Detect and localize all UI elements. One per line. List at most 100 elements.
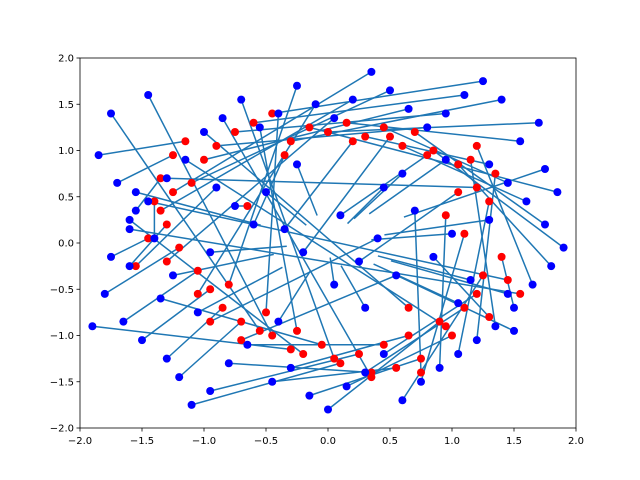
blue-point bbox=[162, 354, 171, 363]
red-point bbox=[255, 326, 264, 335]
connecting-line bbox=[116, 154, 174, 184]
blue-point bbox=[255, 123, 264, 132]
red-point bbox=[342, 118, 351, 127]
blue-point bbox=[497, 95, 506, 104]
red-point bbox=[144, 234, 153, 243]
x-tick-label: −1.5 bbox=[130, 436, 154, 447]
red-point bbox=[150, 197, 159, 206]
red-point bbox=[262, 308, 270, 317]
y-tick-label: 0.5 bbox=[58, 192, 74, 203]
red-point bbox=[131, 262, 140, 271]
connecting-line bbox=[234, 112, 446, 133]
y-tick-label: 1.0 bbox=[58, 146, 74, 157]
red-point bbox=[218, 303, 227, 312]
connecting-line bbox=[377, 255, 471, 281]
red-point bbox=[156, 174, 165, 183]
blue-point bbox=[348, 95, 357, 104]
red-point bbox=[485, 197, 494, 206]
blue-point bbox=[441, 155, 450, 164]
connecting-line bbox=[210, 245, 287, 253]
red-point bbox=[162, 220, 171, 229]
blue-point bbox=[547, 262, 556, 271]
connecting-line bbox=[110, 237, 149, 258]
connecting-line bbox=[340, 265, 366, 309]
red-point bbox=[280, 151, 289, 160]
connecting-line bbox=[166, 177, 477, 189]
blue-point bbox=[200, 128, 208, 136]
red-point bbox=[206, 285, 215, 294]
red-point bbox=[441, 211, 450, 220]
red-point bbox=[367, 373, 376, 382]
connecting-line bbox=[265, 191, 307, 226]
red-point bbox=[472, 289, 481, 298]
blue-point bbox=[181, 155, 190, 164]
blue-point bbox=[243, 340, 252, 349]
connecting-line bbox=[438, 215, 447, 368]
red-point bbox=[243, 202, 252, 210]
connecting-line bbox=[253, 94, 465, 124]
connecting-line bbox=[353, 173, 403, 220]
red-point bbox=[379, 340, 388, 349]
red-point bbox=[200, 155, 208, 164]
red-point bbox=[175, 243, 184, 252]
blue-point bbox=[373, 234, 382, 243]
connecting-line bbox=[98, 140, 186, 156]
red-point bbox=[516, 289, 525, 298]
connecting-line bbox=[392, 273, 515, 332]
red-point bbox=[466, 155, 475, 164]
x-tick-label: 1.5 bbox=[506, 436, 522, 447]
blue-point bbox=[249, 220, 258, 229]
blue-point bbox=[125, 215, 134, 224]
connecting-line bbox=[290, 334, 409, 369]
connecting-line bbox=[110, 113, 261, 332]
blue-point bbox=[410, 206, 419, 215]
red-point bbox=[472, 141, 481, 150]
blue-point bbox=[342, 382, 351, 391]
connecting-line bbox=[327, 122, 539, 133]
blue-point bbox=[510, 326, 518, 335]
blue-point bbox=[522, 197, 531, 206]
connecting-line bbox=[129, 224, 168, 267]
red-point bbox=[448, 331, 456, 340]
blue-point bbox=[528, 280, 537, 289]
blue-point bbox=[169, 271, 177, 280]
red-point bbox=[169, 151, 177, 160]
y-tick-label: −0.5 bbox=[50, 285, 74, 296]
blue-point bbox=[268, 377, 277, 386]
y-tick-label: −2.0 bbox=[50, 424, 74, 435]
connecting-line bbox=[296, 164, 318, 216]
red-point bbox=[181, 137, 190, 146]
connecting-line bbox=[402, 145, 527, 203]
y-tick-label: 1.5 bbox=[58, 100, 74, 111]
red-point bbox=[361, 132, 370, 141]
x-axis: −2.0 −1.5 −1.0 −0.5 0.0 0.5 1.0 1.5 2.0 bbox=[68, 428, 584, 447]
connecting-line bbox=[265, 113, 280, 313]
connecting-line bbox=[368, 159, 447, 215]
connecting-line bbox=[403, 168, 546, 218]
blue-point bbox=[293, 81, 301, 90]
connecting-line bbox=[371, 233, 453, 241]
blue-point bbox=[441, 109, 450, 118]
blue-point bbox=[485, 215, 494, 224]
connecting-line bbox=[166, 307, 224, 360]
blue-point bbox=[262, 188, 270, 197]
blue-point bbox=[274, 109, 283, 118]
blue-point bbox=[516, 137, 525, 146]
red-point bbox=[286, 137, 295, 146]
red-point bbox=[454, 160, 463, 169]
blue-point bbox=[541, 165, 549, 173]
red-point bbox=[348, 137, 357, 146]
blue-point bbox=[361, 368, 370, 377]
blue-point bbox=[293, 160, 301, 169]
red-point bbox=[386, 132, 394, 141]
blue-point bbox=[423, 123, 432, 132]
red-point bbox=[454, 188, 463, 197]
red-point bbox=[224, 280, 233, 289]
red-point bbox=[187, 178, 196, 187]
connecting-line bbox=[302, 136, 391, 253]
blue-point bbox=[367, 67, 376, 76]
blue-point bbox=[206, 387, 215, 395]
connecting-line bbox=[166, 117, 335, 263]
red-point bbox=[206, 317, 215, 326]
red-point bbox=[324, 128, 332, 136]
